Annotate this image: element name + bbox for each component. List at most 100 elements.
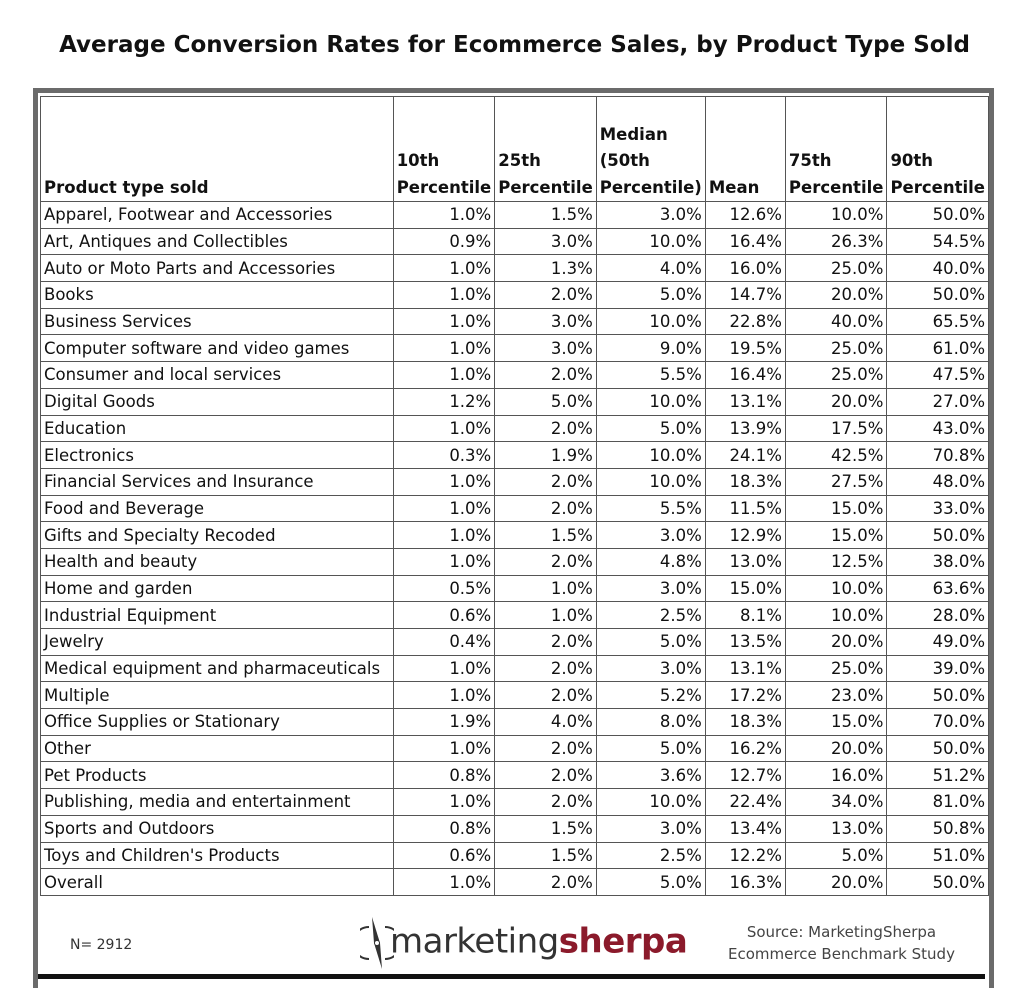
product-type-cell: Digital Goods <box>40 387 394 416</box>
value-cell: 70.8% <box>886 441 989 469</box>
table-row: Financial Services and Insurance 1.0% 2.0%… <box>40 467 989 496</box>
value-cell: 13.4% <box>704 814 786 843</box>
value-cell: 26.3% <box>784 227 888 256</box>
value-cell: 51.0% <box>886 841 989 870</box>
column-header: 10th Percentile <box>392 96 496 202</box>
source-line: Ecommerce Benchmark Study <box>728 945 955 963</box>
product-type-cell: Other <box>40 734 394 763</box>
product-type-cell: Toys and Children's Products <box>40 841 394 870</box>
value-cell: 2.0% <box>494 761 597 790</box>
value-cell: 5.0% <box>784 841 888 870</box>
value-cell: 1.0% <box>392 467 496 496</box>
value-cell: 22.8% <box>704 307 786 336</box>
table-row: Office Supplies or Stationary 1.9% 4.0% 8.0… <box>40 708 989 736</box>
value-cell: 4.0% <box>494 708 597 736</box>
product-type-cell: Education <box>40 414 394 443</box>
column-header: 25th Percentile <box>494 96 597 202</box>
value-cell: 0.4% <box>392 628 496 656</box>
product-type-cell: Home and garden <box>40 574 394 603</box>
column-header: Mean <box>704 96 786 202</box>
product-type-cell: Electronics <box>40 441 394 469</box>
value-cell: 0.6% <box>392 841 496 870</box>
compass-icon <box>352 917 402 969</box>
table-row: Overall 1.0% 2.0% 5.0% 16.3% 20.0% 50.0% <box>40 868 989 896</box>
value-cell: 12.6% <box>704 201 786 229</box>
value-cell: 2.0% <box>494 414 597 443</box>
value-cell: 1.0% <box>392 494 496 523</box>
value-cell: 5.0% <box>494 387 597 416</box>
value-cell: 5.5% <box>595 494 706 523</box>
value-cell: 25.0% <box>784 361 888 389</box>
table-row: Home and garden 0.5% 1.0% 3.0% 15.0% 10.0% 63.… <box>40 574 989 603</box>
product-type-cell: Apparel, Footwear and Accessories <box>40 201 394 229</box>
table-row: Other 1.0% 2.0% 5.0% 16.2% 20.0% 50.0% <box>40 734 989 763</box>
value-cell: 40.0% <box>886 254 989 283</box>
value-cell: 3.6% <box>595 761 706 790</box>
value-cell: 1.9% <box>392 708 496 736</box>
logo-text: marketing <box>390 921 559 962</box>
value-cell: 1.0% <box>392 334 496 363</box>
value-cell: 13.0% <box>784 814 888 843</box>
value-cell: 1.0% <box>392 521 496 549</box>
value-cell: 22.4% <box>704 788 786 816</box>
value-cell: 3.0% <box>595 654 706 683</box>
value-cell: 38.0% <box>886 547 989 576</box>
value-cell: 10.0% <box>595 387 706 416</box>
value-cell: 12.2% <box>704 841 786 870</box>
column-header: Median (50th Percentile) <box>595 96 706 202</box>
table-row: Food and Beverage 1.0% 2.0% 5.5% 11.5% 15.0% 3… <box>40 494 989 523</box>
value-cell: 9.0% <box>595 334 706 363</box>
product-type-cell: Art, Antiques and Collectibles <box>40 227 394 256</box>
value-cell: 1.0% <box>392 547 496 576</box>
value-cell: 5.2% <box>595 681 706 710</box>
value-cell: 1.0% <box>392 788 496 816</box>
footer: N= 2912 marketingsherpa Source: Marketin… <box>38 893 989 985</box>
value-cell: 1.3% <box>494 254 597 283</box>
value-cell: 47.5% <box>886 361 989 389</box>
value-cell: 20.0% <box>784 628 888 656</box>
value-cell: 70.0% <box>886 708 989 736</box>
table-row: Jewelry 0.4% 2.0% 5.0% 13.5% 20.0% 49.0% <box>40 628 989 656</box>
value-cell: 3.0% <box>494 307 597 336</box>
product-type-cell: Jewelry <box>40 628 394 656</box>
product-type-cell: Auto or Moto Parts and Accessories <box>40 254 394 283</box>
value-cell: 1.5% <box>494 814 597 843</box>
value-cell: 1.0% <box>392 361 496 389</box>
value-cell: 1.0% <box>494 574 597 603</box>
value-cell: 12.9% <box>704 521 786 549</box>
value-cell: 16.4% <box>704 361 786 389</box>
value-cell: 0.9% <box>392 227 496 256</box>
value-cell: 25.0% <box>784 334 888 363</box>
value-cell: 10.0% <box>784 601 888 629</box>
value-cell: 24.1% <box>704 441 786 469</box>
value-cell: 2.0% <box>494 361 597 389</box>
value-cell: 5.0% <box>595 734 706 763</box>
value-cell: 40.0% <box>784 307 888 336</box>
value-cell: 5.0% <box>595 628 706 656</box>
value-cell: 50.8% <box>886 814 989 843</box>
product-type-cell: Computer software and video games <box>40 334 394 363</box>
bottom-border <box>38 974 985 979</box>
value-cell: 0.3% <box>392 441 496 469</box>
column-header: 75th Percentile <box>784 96 888 202</box>
value-cell: 0.8% <box>392 761 496 790</box>
value-cell: 8.0% <box>595 708 706 736</box>
value-cell: 2.0% <box>494 681 597 710</box>
value-cell: 17.2% <box>704 681 786 710</box>
product-type-cell: Industrial Equipment <box>40 601 394 629</box>
value-cell: 10.0% <box>595 467 706 496</box>
table-row: Digital Goods 1.2% 5.0% 10.0% 13.1% 20.0% 27.0… <box>40 387 989 416</box>
value-cell: 10.0% <box>595 227 706 256</box>
value-cell: 14.7% <box>704 281 786 309</box>
value-cell: 10.0% <box>784 201 888 229</box>
product-type-cell: Financial Services and Insurance <box>40 467 394 496</box>
value-cell: 1.5% <box>494 201 597 229</box>
product-type-cell: Health and beauty <box>40 547 394 576</box>
value-cell: 10.0% <box>595 788 706 816</box>
product-type-cell: Publishing, media and entertainment <box>40 788 394 816</box>
table-row: Health and beauty 1.0% 2.0% 4.8% 13.0% 12.5% 3… <box>40 547 989 576</box>
table-row: Books 1.0% 2.0% 5.0% 14.7% 20.0% 50.0% <box>40 281 989 309</box>
product-type-cell: Office Supplies or Stationary <box>40 708 394 736</box>
value-cell: 10.0% <box>595 441 706 469</box>
source-note: Source: MarketingSherpa Ecommerce Benchm… <box>728 921 955 965</box>
